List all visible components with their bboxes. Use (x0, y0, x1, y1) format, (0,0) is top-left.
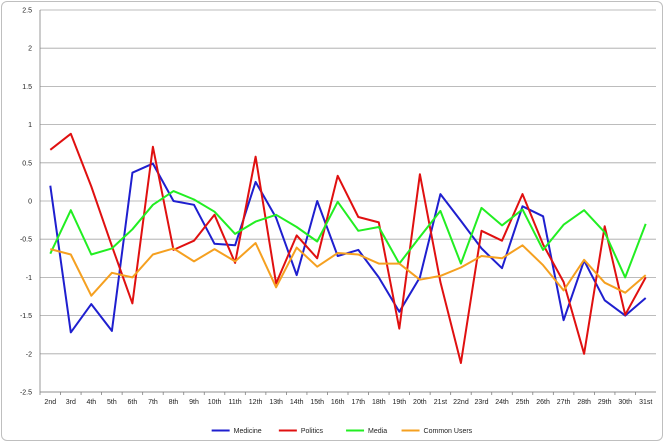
x-tick-label: 2nd (44, 399, 56, 406)
x-tick-label: 18th (372, 399, 386, 406)
x-tick-label: 29th (598, 399, 612, 406)
y-tick-label: -1 (26, 275, 32, 282)
series-lines (49, 132, 647, 364)
x-tick-label: 14th (290, 399, 304, 406)
x-tick-label: 20th (413, 399, 427, 406)
gridlines (39, 9, 656, 393)
y-axis-tick-labels: 2.5 2 1.5 1 0.5 0 -0.5 -1 -1.5 -2 -2.5 (20, 8, 32, 397)
x-tick-label: 13th (269, 399, 283, 406)
x-tick-label: 17th (351, 399, 365, 406)
x-tick-label: 7th (148, 399, 158, 406)
x-tick-label: 30th (618, 399, 632, 406)
x-tick-label: 11th (229, 399, 242, 406)
x-tick-label: 23rd (474, 399, 488, 406)
x-tick-label: 24th (495, 399, 509, 406)
x-tick-label: 21st (434, 399, 447, 406)
x-tick-label: 4th (86, 399, 96, 406)
x-tick-label: 26th (536, 399, 550, 406)
x-tick-label: 19th (393, 399, 407, 406)
legend-label-politics: Politics (301, 428, 324, 435)
x-tick-label: 15th (310, 399, 324, 406)
x-tick-label: 3rd (66, 399, 76, 406)
legend: Medicine Politics Media Common Users (211, 428, 473, 435)
y-tick-label: -2.5 (20, 390, 32, 397)
y-tick-label: 2.5 (22, 8, 32, 15)
legend-label-medicine: Medicine (234, 428, 262, 435)
legend-label-media: Media (368, 428, 387, 435)
y-tick-label: -0.5 (20, 237, 32, 244)
y-tick-label: 2 (28, 46, 32, 53)
x-tick-label: 6th (128, 399, 138, 406)
series-line-media (49, 190, 647, 279)
x-tick-label: 9th (189, 399, 199, 406)
x-tick-label: 22nd (453, 399, 469, 406)
y-tick-label: -2 (26, 351, 32, 358)
x-tick-label: 16th (331, 399, 345, 406)
x-tick-label: 27th (557, 399, 571, 406)
x-tick-label: 10th (208, 399, 222, 406)
series-line-politics (49, 132, 647, 364)
x-tick-label: 12th (249, 399, 263, 406)
y-tick-label: 1 (28, 122, 32, 129)
x-axis-tick-labels: 2nd 3rd 4th 5th 6th 7th 8th 9th 10th 11th 12th 13th… (39, 392, 652, 406)
x-tick-label: 25th (516, 399, 530, 406)
x-tick-label: 5th (107, 399, 117, 406)
series-line-common-users (50, 242, 647, 297)
x-tick-label: 31st (639, 399, 652, 406)
y-tick-label: 1.5 (22, 84, 32, 91)
x-tick-label: 28th (577, 399, 591, 406)
x-tick-label: 8th (169, 399, 179, 406)
y-tick-label: 0.5 (22, 160, 32, 167)
y-tick-label: -1.5 (20, 313, 32, 320)
legend-label-common-users: Common Users (424, 428, 473, 435)
y-tick-label: 0 (28, 199, 32, 206)
